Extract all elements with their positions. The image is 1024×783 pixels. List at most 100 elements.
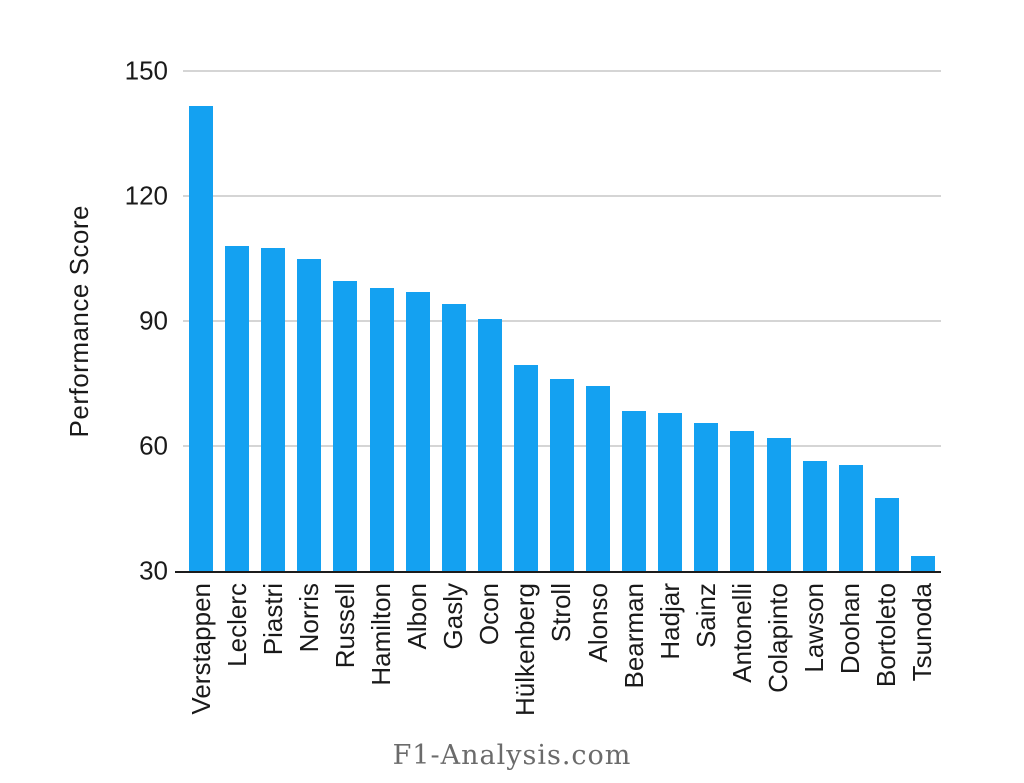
bar-bortoleto	[874, 498, 899, 571]
x-axis-label-hadjar: Hadjar	[654, 583, 685, 660]
bar-lawson	[802, 460, 827, 571]
x-label-slot: Norris	[291, 583, 327, 758]
bar-slot	[291, 71, 327, 571]
x-axis-label-piastri: Piastri	[257, 583, 288, 656]
bar-slot	[797, 71, 833, 571]
x-axis-labels: Verstappen Leclerc Piastri Norris Russell Ham…	[183, 583, 941, 758]
bar-leclerc	[225, 246, 250, 571]
y-tick-label: 90	[139, 305, 168, 336]
x-label-slot: Colapinto	[761, 583, 797, 758]
x-label-slot: Stroll	[544, 583, 580, 758]
bar-slot	[183, 71, 219, 571]
bar-slot	[400, 71, 436, 571]
bar-slot	[327, 71, 363, 571]
bar-slot	[833, 71, 869, 571]
bar-slot	[436, 71, 472, 571]
x-axis-label-albon: Albon	[402, 583, 433, 650]
bar-piastri	[261, 248, 286, 571]
x-label-slot: Hamilton	[363, 583, 399, 758]
bar-slot	[761, 71, 797, 571]
bar-slot	[905, 71, 941, 571]
bar-stroll	[549, 379, 574, 571]
x-label-slot: Alonso	[580, 583, 616, 758]
x-axis-label-bortoleto: Bortoleto	[871, 583, 902, 688]
plot-area	[175, 70, 941, 573]
x-axis-label-doohan: Doohan	[835, 583, 866, 675]
bar-slot	[255, 71, 291, 571]
x-axis-label-colapinto: Colapinto	[763, 583, 794, 693]
bar-russell	[333, 281, 358, 571]
gridline	[183, 70, 941, 72]
x-axis-label-sainz: Sainz	[690, 583, 721, 649]
x-axis-label-russell: Russell	[329, 583, 360, 669]
x-axis-label-gasly: Gasly	[438, 583, 469, 650]
x-label-slot: Russell	[327, 583, 363, 758]
bar-norris	[297, 258, 322, 571]
bar-slot	[652, 71, 688, 571]
bar-slot	[472, 71, 508, 571]
x-label-slot: Piastri	[255, 583, 291, 758]
bar-alonso	[586, 385, 611, 571]
x-label-slot: Antonelli	[724, 583, 760, 758]
bar-slot	[363, 71, 399, 571]
bar-slot	[724, 71, 760, 571]
x-axis-label-stroll: Stroll	[546, 583, 577, 643]
x-axis-label-tsunoda: Tsunoda	[907, 583, 938, 682]
x-label-slot: Hülkenberg	[508, 583, 544, 758]
bar-ocon	[477, 318, 502, 571]
x-label-slot: Hadjar	[652, 583, 688, 758]
bar-verstappen	[189, 106, 214, 571]
x-axis-label-hamilton: Hamilton	[366, 583, 397, 686]
x-label-slot: Bortoleto	[869, 583, 905, 758]
x-axis-label-lawson: Lawson	[799, 583, 830, 673]
y-tick-label: 60	[139, 430, 168, 461]
bar-slot	[688, 71, 724, 571]
footer: F1-Analysis.com	[0, 740, 1024, 771]
y-tick-label: 120	[124, 180, 168, 211]
y-axis-tick-labels: 30 60 90 120 150	[90, 56, 168, 586]
x-axis-label-bearman: Bearman	[618, 583, 649, 689]
x-axis-label-hülkenberg: Hülkenberg	[510, 583, 541, 716]
bar-albon	[405, 291, 430, 571]
bar-series	[183, 71, 941, 571]
gridline	[183, 195, 941, 197]
x-label-slot: Leclerc	[219, 583, 255, 758]
x-axis-label-verstappen: Verstappen	[185, 583, 216, 715]
bar-colapinto	[766, 437, 791, 571]
gridline	[183, 320, 941, 322]
x-label-slot: Lawson	[797, 583, 833, 758]
bar-doohan	[838, 464, 863, 571]
x-axis-label-antonelli: Antonelli	[726, 583, 757, 683]
y-tick-label: 30	[139, 555, 168, 586]
bar-hadjar	[658, 412, 683, 571]
x-label-slot: Bearman	[616, 583, 652, 758]
x-axis-label-ocon: Ocon	[474, 583, 505, 646]
x-axis-label-alonso: Alonso	[582, 583, 613, 663]
x-label-slot: Ocon	[472, 583, 508, 758]
bar-slot	[544, 71, 580, 571]
bar-tsunoda	[910, 556, 935, 571]
bar-antonelli	[730, 431, 755, 571]
y-tick-label: 150	[124, 55, 168, 86]
bar-hülkenberg	[513, 364, 538, 571]
bar-slot	[508, 71, 544, 571]
bar-sainz	[694, 423, 719, 571]
x-axis-label-leclerc: Leclerc	[221, 583, 252, 667]
x-label-slot: Doohan	[833, 583, 869, 758]
bar-bearman	[622, 410, 647, 571]
x-axis-label-norris: Norris	[293, 583, 324, 653]
x-label-slot: Tsunoda	[905, 583, 941, 758]
bar-hamilton	[369, 287, 394, 571]
bar-slot	[869, 71, 905, 571]
bar-slot	[580, 71, 616, 571]
x-label-slot: Sainz	[688, 583, 724, 758]
bar-gasly	[441, 304, 466, 571]
footer-brand: F1-Analysis.com	[392, 740, 632, 771]
bar-slot	[219, 71, 255, 571]
x-axis-line	[175, 571, 941, 573]
x-label-slot: Albon	[400, 583, 436, 758]
bar-slot	[616, 71, 652, 571]
x-label-slot: Gasly	[436, 583, 472, 758]
x-label-slot: Verstappen	[183, 583, 219, 758]
